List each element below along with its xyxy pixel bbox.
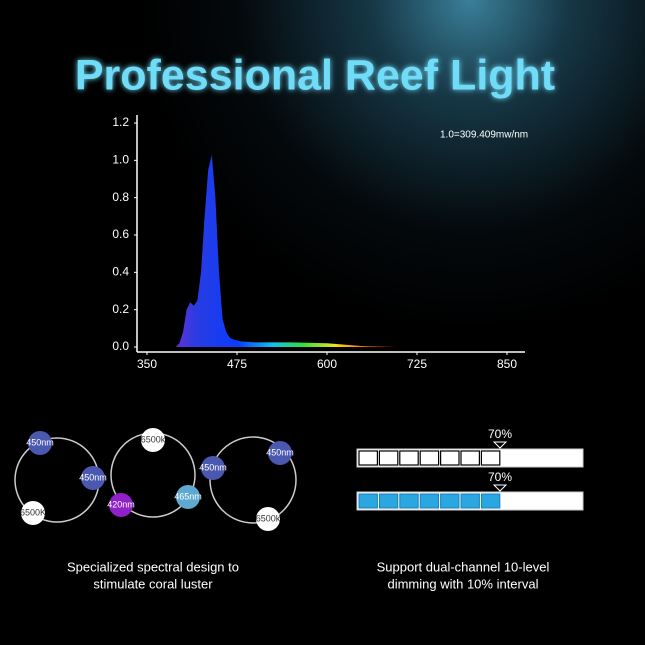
segment <box>399 493 419 509</box>
dot-label: 6500K <box>20 507 46 517</box>
dot <box>28 431 52 455</box>
x-tick-label: 850 <box>497 357 517 371</box>
annotation: 1.0=309.409mw/nm <box>440 130 528 141</box>
y-tick-label: 0.0 <box>112 339 129 353</box>
y-tick-label: 0.4 <box>112 265 129 279</box>
marker <box>492 441 508 449</box>
chart: 0.0 0.2 0.4 0.6 0.8 1.0 1.2 350 475 600 725 850 <box>112 115 517 371</box>
captions: Specialized spectral design to stimulate… <box>67 559 549 591</box>
level-label: 70% <box>488 427 512 441</box>
dot-label: 6500k <box>141 434 166 444</box>
dot <box>268 441 292 465</box>
segment <box>460 450 480 466</box>
caption: Specialized spectral design to <box>67 559 239 574</box>
segment <box>480 493 501 509</box>
caption: Support dual-channel 10-level <box>377 559 550 574</box>
x-tick-label: 475 <box>227 357 247 371</box>
dot <box>201 456 225 480</box>
segment <box>378 493 399 509</box>
dot <box>81 466 105 490</box>
y-tick-label: 1.0 <box>112 153 129 167</box>
dimming-bars: 70% 70% <box>356 427 584 511</box>
level-label: 70% <box>488 470 512 484</box>
segment <box>378 450 399 466</box>
dot <box>21 501 45 525</box>
x-tick-label: 350 <box>137 357 157 371</box>
y-tick-label: 0.2 <box>112 302 129 316</box>
segment <box>358 493 378 509</box>
segment <box>440 493 460 509</box>
dot-label: 450nm <box>79 472 107 482</box>
spectrum-area <box>175 154 508 347</box>
dot-label: 465nm <box>174 491 202 501</box>
dot-label: 450nm <box>266 447 294 457</box>
dot-label: 450nm <box>199 462 227 472</box>
marker <box>492 484 508 492</box>
y-tick-label: 0.6 <box>112 227 129 241</box>
caption: stimulate coral luster <box>93 576 213 591</box>
segment <box>419 493 440 509</box>
dot <box>141 428 165 452</box>
segment <box>399 450 419 466</box>
segment <box>358 450 378 466</box>
ring <box>209 436 297 524</box>
segment <box>480 450 501 466</box>
dot <box>109 493 133 517</box>
y-tick-label: 1.2 <box>112 115 129 129</box>
ring-dots: 450nm 450nm 6500K 6500k 420nm 465nm 450n… <box>20 428 294 531</box>
segment <box>440 450 460 466</box>
caption: dimming with 10% interval <box>387 576 538 591</box>
dot <box>256 507 280 531</box>
dot-label: 6500k <box>256 513 281 523</box>
x-tick-label: 725 <box>407 357 427 371</box>
dot <box>176 485 200 509</box>
x-tick-label: 600 <box>317 357 337 371</box>
segment <box>460 493 480 509</box>
segment <box>419 450 440 466</box>
dot-label: 420nm <box>107 499 135 509</box>
dot-label: 450nm <box>26 437 54 447</box>
y-tick-label: 0.8 <box>112 190 129 204</box>
title: Professional Reef Light <box>75 51 555 99</box>
